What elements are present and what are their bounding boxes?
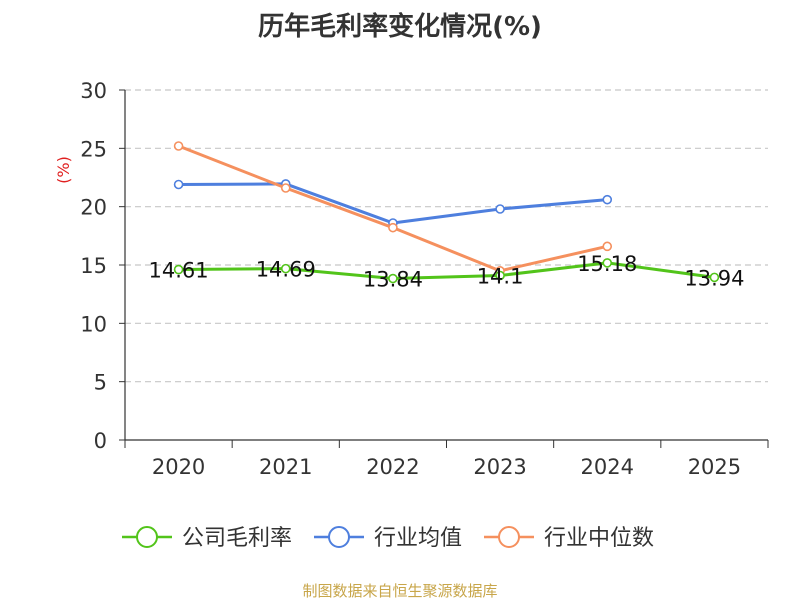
x-tick-label: 2021 (259, 455, 312, 479)
legend-marker (136, 526, 158, 548)
data-labels: 14.61 14.69 13.84 14.1 15.18 13.94 (149, 252, 745, 292)
legend: 公司毛利率 行业均值 行业中位数 (122, 526, 654, 551)
legend-label: 公司毛利率 (182, 526, 292, 551)
y-tick-label: 20 (80, 196, 107, 220)
legend-marker (498, 526, 520, 548)
x-tick-label: 2023 (473, 455, 526, 479)
y-tick-label: 5 (94, 371, 107, 395)
data-point (173, 141, 184, 151)
y-tick-label: 10 (80, 312, 107, 336)
data-point (388, 273, 398, 284)
y-tick-label: 30 (80, 79, 107, 103)
legend-label: 行业中位数 (544, 526, 654, 551)
data-point (602, 258, 613, 268)
data-point (173, 179, 184, 190)
data-label: 13.94 (684, 266, 744, 290)
x-tick-label: 2020 (152, 455, 205, 479)
data-point (495, 204, 505, 214)
data-label: 14.69 (256, 258, 316, 282)
y-tick-label: 0 (94, 429, 107, 453)
series-line (178, 144, 608, 273)
source-note: 制图数据来自恒生聚源数据库 (302, 582, 498, 600)
series-lines (173, 141, 720, 284)
y-tick-label: 15 (80, 254, 107, 278)
x-tick-label: 2024 (581, 455, 634, 479)
y-tick-label: 25 (80, 137, 107, 161)
x-tick-label: 2022 (366, 455, 419, 479)
data-point (280, 263, 291, 274)
y-axis-title: (%) (54, 156, 73, 184)
data-point (602, 241, 613, 252)
series-line (178, 182, 608, 225)
data-point (173, 264, 184, 275)
data-point (709, 272, 720, 283)
data-point (602, 194, 613, 205)
x-tick-label: 2025 (688, 455, 741, 479)
gridlines (125, 89, 768, 383)
data-label: 15.18 (577, 252, 637, 276)
legend-label: 行业均值 (374, 526, 462, 551)
data-label: 14.1 (477, 265, 524, 289)
data-label: 13.84 (363, 268, 423, 292)
data-label: 14.61 (149, 259, 209, 283)
chart-title: 历年毛利率变化情况(%) (258, 12, 542, 42)
series-line (178, 261, 715, 281)
data-point (280, 183, 291, 193)
legend-marker (328, 526, 350, 548)
data-point (495, 270, 505, 281)
data-point (388, 222, 398, 233)
